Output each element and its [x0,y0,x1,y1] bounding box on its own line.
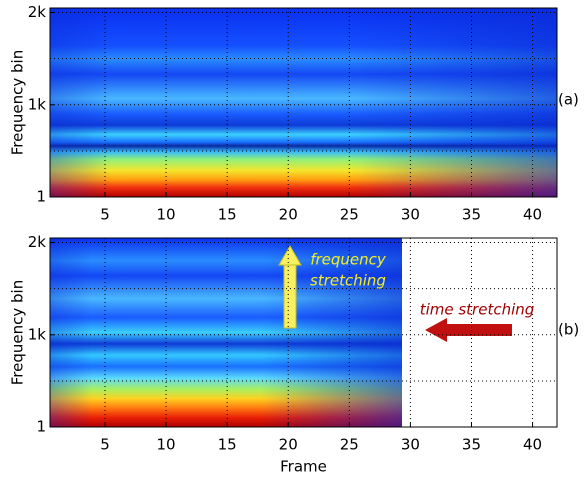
x-tick-label: 40 [523,436,542,454]
x-tick-label: 25 [340,436,359,454]
x-tick-label: 5 [100,206,110,224]
heatmap-b [50,238,402,427]
x-tick-label: 30 [401,436,420,454]
y-tick-label: 2k [28,233,47,251]
x-tick-label: 15 [218,206,237,224]
x-tick-label: 25 [340,206,359,224]
y-tick-label: 1 [36,188,46,206]
x-tick-label: 35 [462,206,481,224]
annotation: time stretching [420,301,535,319]
x-tick-label: 35 [462,436,481,454]
panel-label: (a) [558,91,579,109]
plot-frame [49,237,558,428]
annotation: frequency [310,251,387,269]
plot-frame [49,7,558,198]
y-axis-label: Frequency bin [9,280,27,385]
arrows [278,245,512,342]
x-tick-label: 20 [279,206,298,224]
y-tick-label: 1k [28,95,47,113]
panel-label: (b) [558,321,579,339]
x-tick-label: 20 [279,436,298,454]
annotation: stretching [310,272,386,290]
y-tick-label: 1k [28,325,47,343]
y-tick-label: 2k [28,3,47,21]
y-axis-label: Frequency bin [9,50,27,155]
heatmap-a [50,8,557,197]
x-tick-label: 10 [157,436,176,454]
x-tick-label: 30 [401,206,420,224]
x-tick-label: 15 [218,436,237,454]
x-tick-label: 5 [100,436,110,454]
x-tick-label: 40 [523,206,542,224]
x-axis-label: Frame [280,458,327,476]
y-tick-label: 1 [36,418,46,436]
x-tick-label: 10 [157,206,176,224]
